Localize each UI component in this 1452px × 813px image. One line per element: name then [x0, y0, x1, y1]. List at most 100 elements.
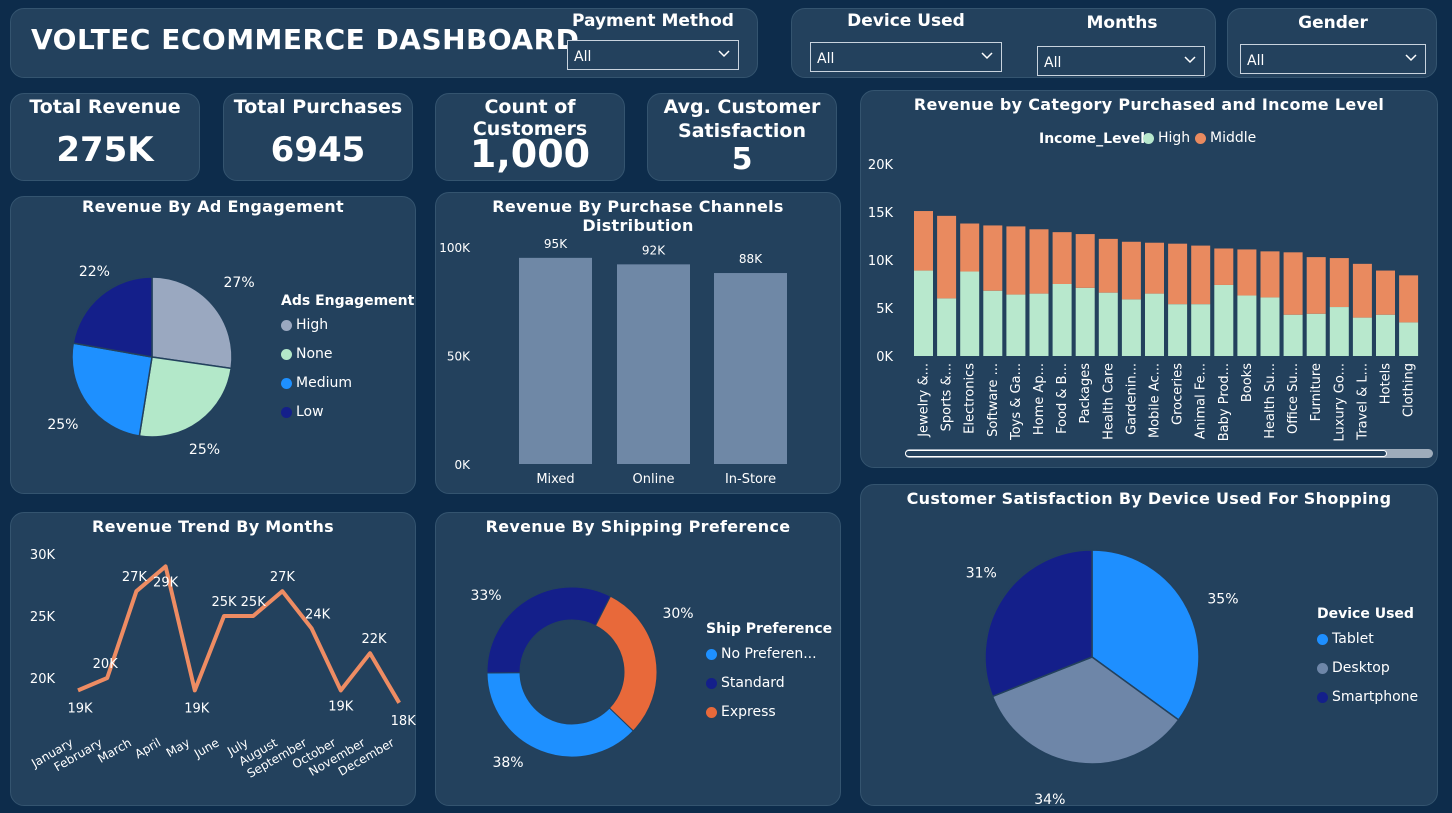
legend-item[interactable]: Low	[281, 404, 324, 420]
bar-segment-middle[interactable]	[1352, 263, 1372, 318]
bar-online[interactable]	[617, 264, 690, 464]
bar-segment-middle[interactable]	[1283, 252, 1303, 315]
bar-segment-middle[interactable]	[1214, 248, 1234, 285]
bar-segment-high[interactable]	[914, 270, 933, 356]
pie-slice-smartphone[interactable]	[984, 549, 1093, 698]
legend-item[interactable]: Medium	[281, 375, 352, 391]
bar-segment-middle[interactable]	[1168, 243, 1188, 305]
legend-title: Ads Engagement	[281, 293, 415, 309]
horizontal-scrollbar[interactable]	[905, 449, 1433, 458]
bar-segment-high[interactable]	[1121, 299, 1141, 356]
legend-item[interactable]: Express	[706, 704, 776, 720]
bar-segment-middle[interactable]	[914, 211, 933, 271]
months-dropdown[interactable]: All	[1037, 46, 1205, 76]
y-tick-label: 100K	[439, 241, 471, 255]
bar-segment-high[interactable]	[1052, 284, 1072, 356]
bar-segment-high[interactable]	[1237, 295, 1257, 356]
bar-segment-high[interactable]	[1283, 314, 1303, 356]
pie-slice-none[interactable]	[138, 356, 233, 438]
pie-slice-desktop[interactable]	[991, 656, 1180, 765]
bar-segment-high[interactable]	[1376, 314, 1395, 356]
legend-item[interactable]: High	[1143, 130, 1190, 146]
pie-slice-medium[interactable]	[71, 342, 153, 437]
line-data-label: 27K	[270, 570, 296, 585]
legend-item[interactable]: High	[281, 317, 328, 333]
bar-segment-high[interactable]	[1006, 294, 1026, 356]
bar-segment-middle[interactable]	[1006, 226, 1026, 295]
legend-item[interactable]: Smartphone	[1317, 689, 1418, 705]
pie-slice-tablet[interactable]	[1091, 549, 1200, 721]
y-tick-label: 0K	[454, 458, 471, 472]
legend-dot-icon	[281, 348, 292, 360]
gender-dropdown[interactable]: All	[1240, 44, 1426, 74]
legend-item[interactable]: Standard	[706, 675, 785, 691]
donut-slice-standard[interactable]	[486, 586, 612, 674]
x-tick-label: Jewelry &...	[917, 363, 932, 438]
legend-item[interactable]: No Preferen...	[706, 646, 817, 662]
legend-dot-icon	[1143, 132, 1154, 144]
bar-segment-high[interactable]	[1329, 307, 1349, 356]
donut-slice-no-preferen-[interactable]	[486, 672, 634, 758]
bar-segment-middle[interactable]	[1145, 242, 1164, 294]
bar-in-store[interactable]	[714, 273, 787, 464]
legend-item[interactable]: Tablet	[1317, 631, 1374, 647]
donut-slice-express[interactable]	[594, 595, 658, 732]
kpi-avg-satisfaction: Avg. Customer Satisfaction 5	[647, 93, 837, 181]
y-tick-label: 25K	[30, 610, 56, 625]
payment-method-dropdown[interactable]: All	[567, 40, 739, 70]
legend-item[interactable]: None	[281, 346, 333, 362]
bar-segment-high[interactable]	[1260, 297, 1280, 356]
legend-dot-icon	[706, 677, 717, 689]
bar-segment-high[interactable]	[1145, 293, 1164, 356]
scrollbar-thumb[interactable]	[905, 450, 1387, 457]
bar-segment-middle[interactable]	[1329, 258, 1349, 308]
bar-segment-middle[interactable]	[1237, 249, 1257, 296]
bar-segment-high[interactable]	[983, 290, 1003, 356]
bar-segment-middle[interactable]	[1191, 245, 1211, 305]
x-tick-label: Hotels	[1379, 363, 1394, 404]
pie-slice-high[interactable]	[151, 276, 233, 370]
x-tick-label: Mobile Ac...	[1148, 363, 1163, 438]
legend-item[interactable]: Middle	[1195, 130, 1256, 146]
bar-segment-middle[interactable]	[937, 215, 957, 299]
bar-segment-middle[interactable]	[1121, 241, 1141, 300]
bar-segment-high[interactable]	[1098, 292, 1118, 356]
device-used-dropdown[interactable]: All	[810, 42, 1002, 72]
device-months-slicer-card: Device Used All Months All	[791, 8, 1216, 78]
bar-segment-middle[interactable]	[1399, 275, 1419, 323]
line-data-label: 29K	[153, 575, 179, 590]
bar-segment-high[interactable]	[1029, 293, 1049, 356]
bar-segment-middle[interactable]	[1075, 234, 1095, 288]
legend-dot-icon	[706, 706, 717, 718]
bar-segment-middle[interactable]	[1260, 251, 1280, 298]
legend-title: Device Used	[1317, 606, 1414, 622]
bar-segment-high[interactable]	[1168, 304, 1188, 356]
legend-label: Smartphone	[1332, 689, 1419, 705]
bar-segment-middle[interactable]	[983, 225, 1003, 291]
bar-segment-middle[interactable]	[1052, 232, 1072, 284]
legend-label: Tablet	[1332, 631, 1374, 647]
dashboard-title: VOLTEC ECOMMERCE DASHBOARD	[31, 23, 580, 56]
ad-engagement-pie: 27% 25% 25% 22%	[47, 264, 254, 458]
bar-segment-high[interactable]	[1191, 304, 1211, 356]
bar-segment-middle[interactable]	[1098, 238, 1118, 293]
bar-mixed[interactable]	[519, 257, 592, 464]
revenue-line[interactable]	[77, 564, 401, 704]
bar-segment-high[interactable]	[937, 298, 957, 356]
legend-dot-icon	[1317, 662, 1328, 674]
bar-segment-high[interactable]	[1214, 284, 1234, 356]
bar-segment-middle[interactable]	[1376, 270, 1395, 315]
bar-segment-high[interactable]	[1306, 313, 1326, 356]
x-tick-label: May	[164, 735, 192, 760]
x-tick-label: Software ...	[986, 363, 1001, 437]
bar-segment-high[interactable]	[960, 271, 980, 356]
bar-segment-high[interactable]	[1399, 322, 1419, 356]
bar-segment-high[interactable]	[1075, 287, 1095, 356]
kpi-label: Total Revenue	[29, 96, 181, 118]
legend-item[interactable]: Desktop	[1317, 660, 1390, 676]
bar-segment-middle[interactable]	[960, 223, 980, 272]
pie-slice-low[interactable]	[72, 276, 153, 358]
bar-segment-middle[interactable]	[1029, 229, 1049, 294]
bar-segment-high[interactable]	[1352, 317, 1372, 356]
bar-segment-middle[interactable]	[1306, 257, 1326, 314]
